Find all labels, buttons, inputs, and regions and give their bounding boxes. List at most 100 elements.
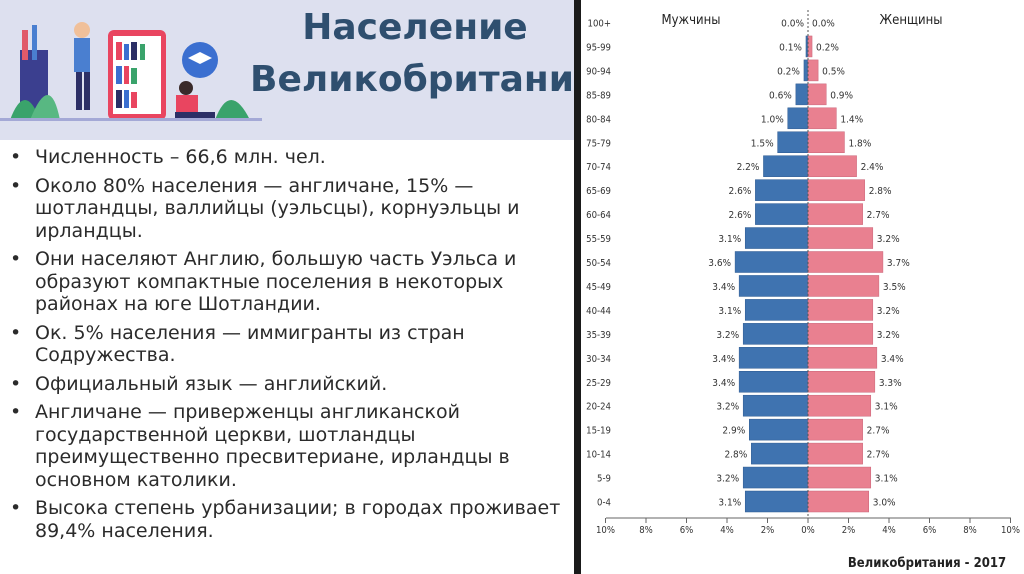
- age-group-label: 80-84: [586, 114, 611, 125]
- data-label-women: 1.8%: [848, 138, 871, 149]
- data-label-men: 3.4%: [712, 282, 735, 293]
- bar-women: [807, 107, 837, 130]
- data-label-women: 0.0%: [812, 19, 835, 30]
- x-tick-label: 8%: [963, 525, 977, 536]
- bullet-text: Англичане — приверженцы англиканской гос…: [35, 401, 510, 491]
- bar-women: [807, 203, 863, 225]
- bar-women: [807, 227, 874, 249]
- age-group-label: 5-9: [597, 474, 611, 485]
- slide-title-line1: Население: [302, 7, 528, 48]
- data-label-women: 2.7%: [867, 450, 890, 461]
- bar-men: [742, 466, 809, 489]
- data-label-women: 2.8%: [869, 186, 892, 197]
- bullet-text: Официальный язык — английский.: [35, 372, 388, 395]
- bullet-dot: •: [10, 372, 22, 395]
- legend-women-label: Женщины: [880, 13, 943, 28]
- slide-text-panel: Население Великобритании • Численность – …: [0, 0, 600, 542]
- data-label-men: 0.0%: [781, 19, 804, 30]
- data-label-women: 0.9%: [830, 90, 853, 101]
- data-label-men: 1.0%: [761, 114, 784, 125]
- education-illustration: [0, 22, 262, 121]
- data-label-women: 2.4%: [861, 162, 884, 173]
- age-group-label: 45-49: [586, 282, 611, 293]
- bar-women: [807, 371, 876, 393]
- bar-women: [807, 179, 865, 201]
- pyramid-svg: Мужчины Женщины 100+ 0.0% 0.0% 95-99 0.1% 0.2% 9…: [586, 10, 1020, 571]
- bullet-dot: •: [10, 321, 22, 344]
- bullet-text: Высока степень урбанизации; в городах пр…: [35, 497, 561, 542]
- bar-women: [807, 83, 827, 106]
- bullet-item: • Около 80% населения — англичане, 15% — …: [8, 175, 568, 243]
- bullet-dot: •: [10, 174, 22, 197]
- x-tick-label: 4%: [882, 525, 896, 536]
- age-group-label: 15-19: [586, 426, 611, 437]
- bar-men: [742, 323, 809, 345]
- x-tick-label: 2%: [761, 525, 775, 536]
- x-tick-label: 8%: [639, 525, 653, 536]
- bar-men: [738, 347, 809, 369]
- bar-men: [738, 371, 809, 393]
- data-label-men: 3.1%: [718, 306, 741, 317]
- slide-header: Население Великобритании: [0, 0, 600, 140]
- x-tick-label: 0%: [801, 525, 815, 536]
- bullet-item: • Численность – 66,6 млн. чел.: [8, 146, 568, 169]
- data-label-men: 0.2%: [777, 66, 800, 77]
- x-tick-label: 6%: [923, 525, 937, 536]
- x-tick-label: 6%: [680, 525, 694, 536]
- data-label-women: 0.5%: [822, 66, 845, 77]
- bullet-item: • Ок. 5% населения — иммигранты из стран …: [8, 322, 568, 367]
- data-label-men: 1.5%: [751, 138, 774, 149]
- data-label-women: 3.4%: [881, 354, 904, 365]
- bar-men: [795, 83, 809, 106]
- data-label-women: 3.2%: [877, 306, 900, 317]
- x-tick-label: 10%: [596, 525, 615, 536]
- legend-men-label: Мужчины: [662, 13, 721, 28]
- bar-women: [807, 155, 857, 177]
- bullet-text: Около 80% населения — англичане, 15% — ш…: [35, 174, 520, 242]
- data-label-women: 2.7%: [867, 210, 890, 221]
- bullet-text: Они населяют Англию, большую часть Уэльс…: [35, 248, 517, 315]
- bar-women: [807, 35, 813, 58]
- data-label-women: 3.0%: [873, 498, 896, 509]
- bar-men: [744, 227, 809, 249]
- bar-women: [807, 347, 878, 369]
- bar-men: [777, 131, 809, 153]
- age-group-label: 50-54: [586, 258, 611, 269]
- data-label-men: 3.2%: [716, 474, 739, 485]
- bar-women: [807, 394, 872, 417]
- age-group-label: 25-29: [586, 378, 611, 389]
- bar-men: [751, 442, 809, 465]
- data-label-men: 3.4%: [712, 378, 735, 389]
- data-label-men: 3.6%: [708, 258, 731, 269]
- age-group-label: 30-34: [586, 354, 611, 365]
- x-tick-label: 10%: [1001, 525, 1020, 536]
- data-label-women: 2.7%: [867, 426, 890, 437]
- age-group-label: 40-44: [586, 306, 611, 317]
- bullet-dot: •: [10, 146, 22, 168]
- age-group-label: 85-89: [586, 90, 611, 101]
- age-group-label: 35-39: [586, 330, 611, 341]
- bullet-text: Ок. 5% населения — иммигранты из стран С…: [35, 321, 465, 367]
- bar-men: [749, 418, 809, 441]
- bar-women: [807, 442, 863, 465]
- bullet-item: • Официальный язык — английский.: [8, 373, 568, 396]
- age-group-label: 0-4: [597, 498, 611, 509]
- data-label-men: 2.2%: [737, 162, 760, 173]
- bullet-text: Численность – 66,6 млн. чел.: [35, 146, 326, 168]
- data-label-men: 2.8%: [724, 450, 747, 461]
- bar-men: [742, 394, 809, 417]
- bullet-dot: •: [10, 401, 22, 423]
- bar-women: [807, 490, 869, 513]
- bar-men: [744, 490, 809, 513]
- bar-men: [738, 275, 809, 297]
- bar-men: [803, 59, 809, 82]
- data-label-women: 3.1%: [875, 402, 898, 413]
- bullet-item: • Они населяют Англию, большую часть Уэль…: [8, 248, 568, 316]
- bar-men: [755, 179, 809, 201]
- bar-women: [807, 251, 884, 273]
- bar-women: [807, 299, 874, 321]
- x-tick-label: 2%: [842, 525, 856, 536]
- bar-men: [744, 299, 809, 321]
- data-label-women: 0.2%: [816, 42, 839, 53]
- slide-title-line2: Великобритании: [250, 59, 600, 100]
